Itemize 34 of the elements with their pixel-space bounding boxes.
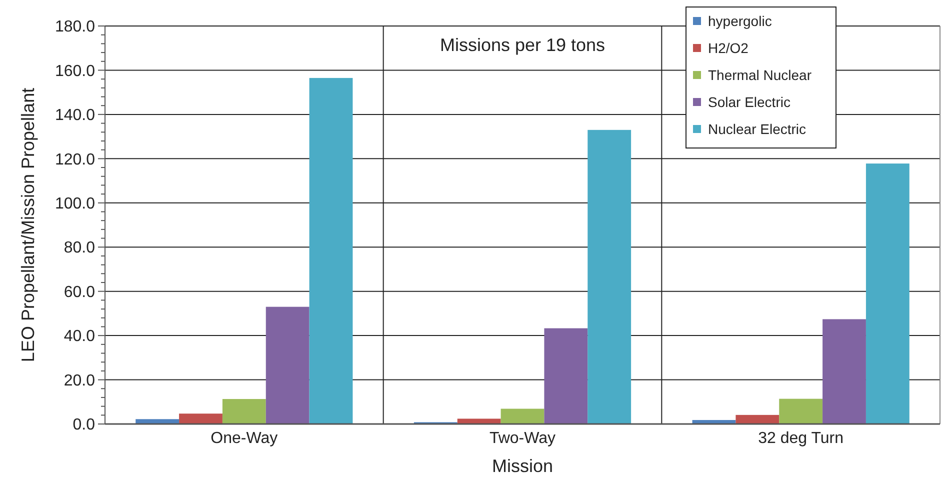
- y-tick-label: 140.0: [54, 107, 96, 124]
- y-tick-label: 180.0: [54, 18, 96, 36]
- bar: [266, 306, 310, 424]
- text: Missions per 19 tons: [440, 35, 606, 55]
- bar: [736, 414, 780, 424]
- y-tick-label: 60.0: [64, 284, 96, 301]
- bar: [866, 164, 910, 424]
- bar: [500, 408, 544, 424]
- y-tick-label: 80.0: [64, 240, 96, 257]
- bar: [136, 419, 180, 424]
- legend-label: Solar Electric: [708, 94, 790, 110]
- x-tick-label: 32 deg Turn: [758, 430, 844, 447]
- bar: [457, 418, 501, 424]
- x-axis-title: Mission: [492, 456, 554, 476]
- y-tick-label: 20.0: [64, 372, 96, 390]
- x-tick-label: One-Way: [210, 430, 278, 447]
- y-tick-label: 160.0: [54, 62, 96, 80]
- bar: [309, 78, 353, 424]
- y-tick-label: 40.0: [64, 328, 96, 346]
- y-axis-title: LEO Propellant/Mission Propellant: [18, 88, 38, 362]
- bar: [179, 414, 222, 424]
- bar: [822, 319, 866, 424]
- legend-label: Thermal Nuclear: [708, 66, 812, 83]
- y-tick-label: 100.0: [54, 195, 96, 212]
- y-tick-label: 0.0: [72, 416, 96, 434]
- x-tick-label: Two-Way: [489, 430, 556, 447]
- y-tick-label: 120.0: [54, 151, 96, 168]
- bar: [544, 328, 588, 424]
- legend-label: Nuclear Electric: [708, 120, 806, 137]
- bar: [222, 399, 266, 424]
- bar: [779, 398, 823, 424]
- legend-label: hypergolic: [708, 12, 772, 29]
- bar: [588, 130, 632, 424]
- legend-label: H2/O2: [708, 40, 749, 56]
